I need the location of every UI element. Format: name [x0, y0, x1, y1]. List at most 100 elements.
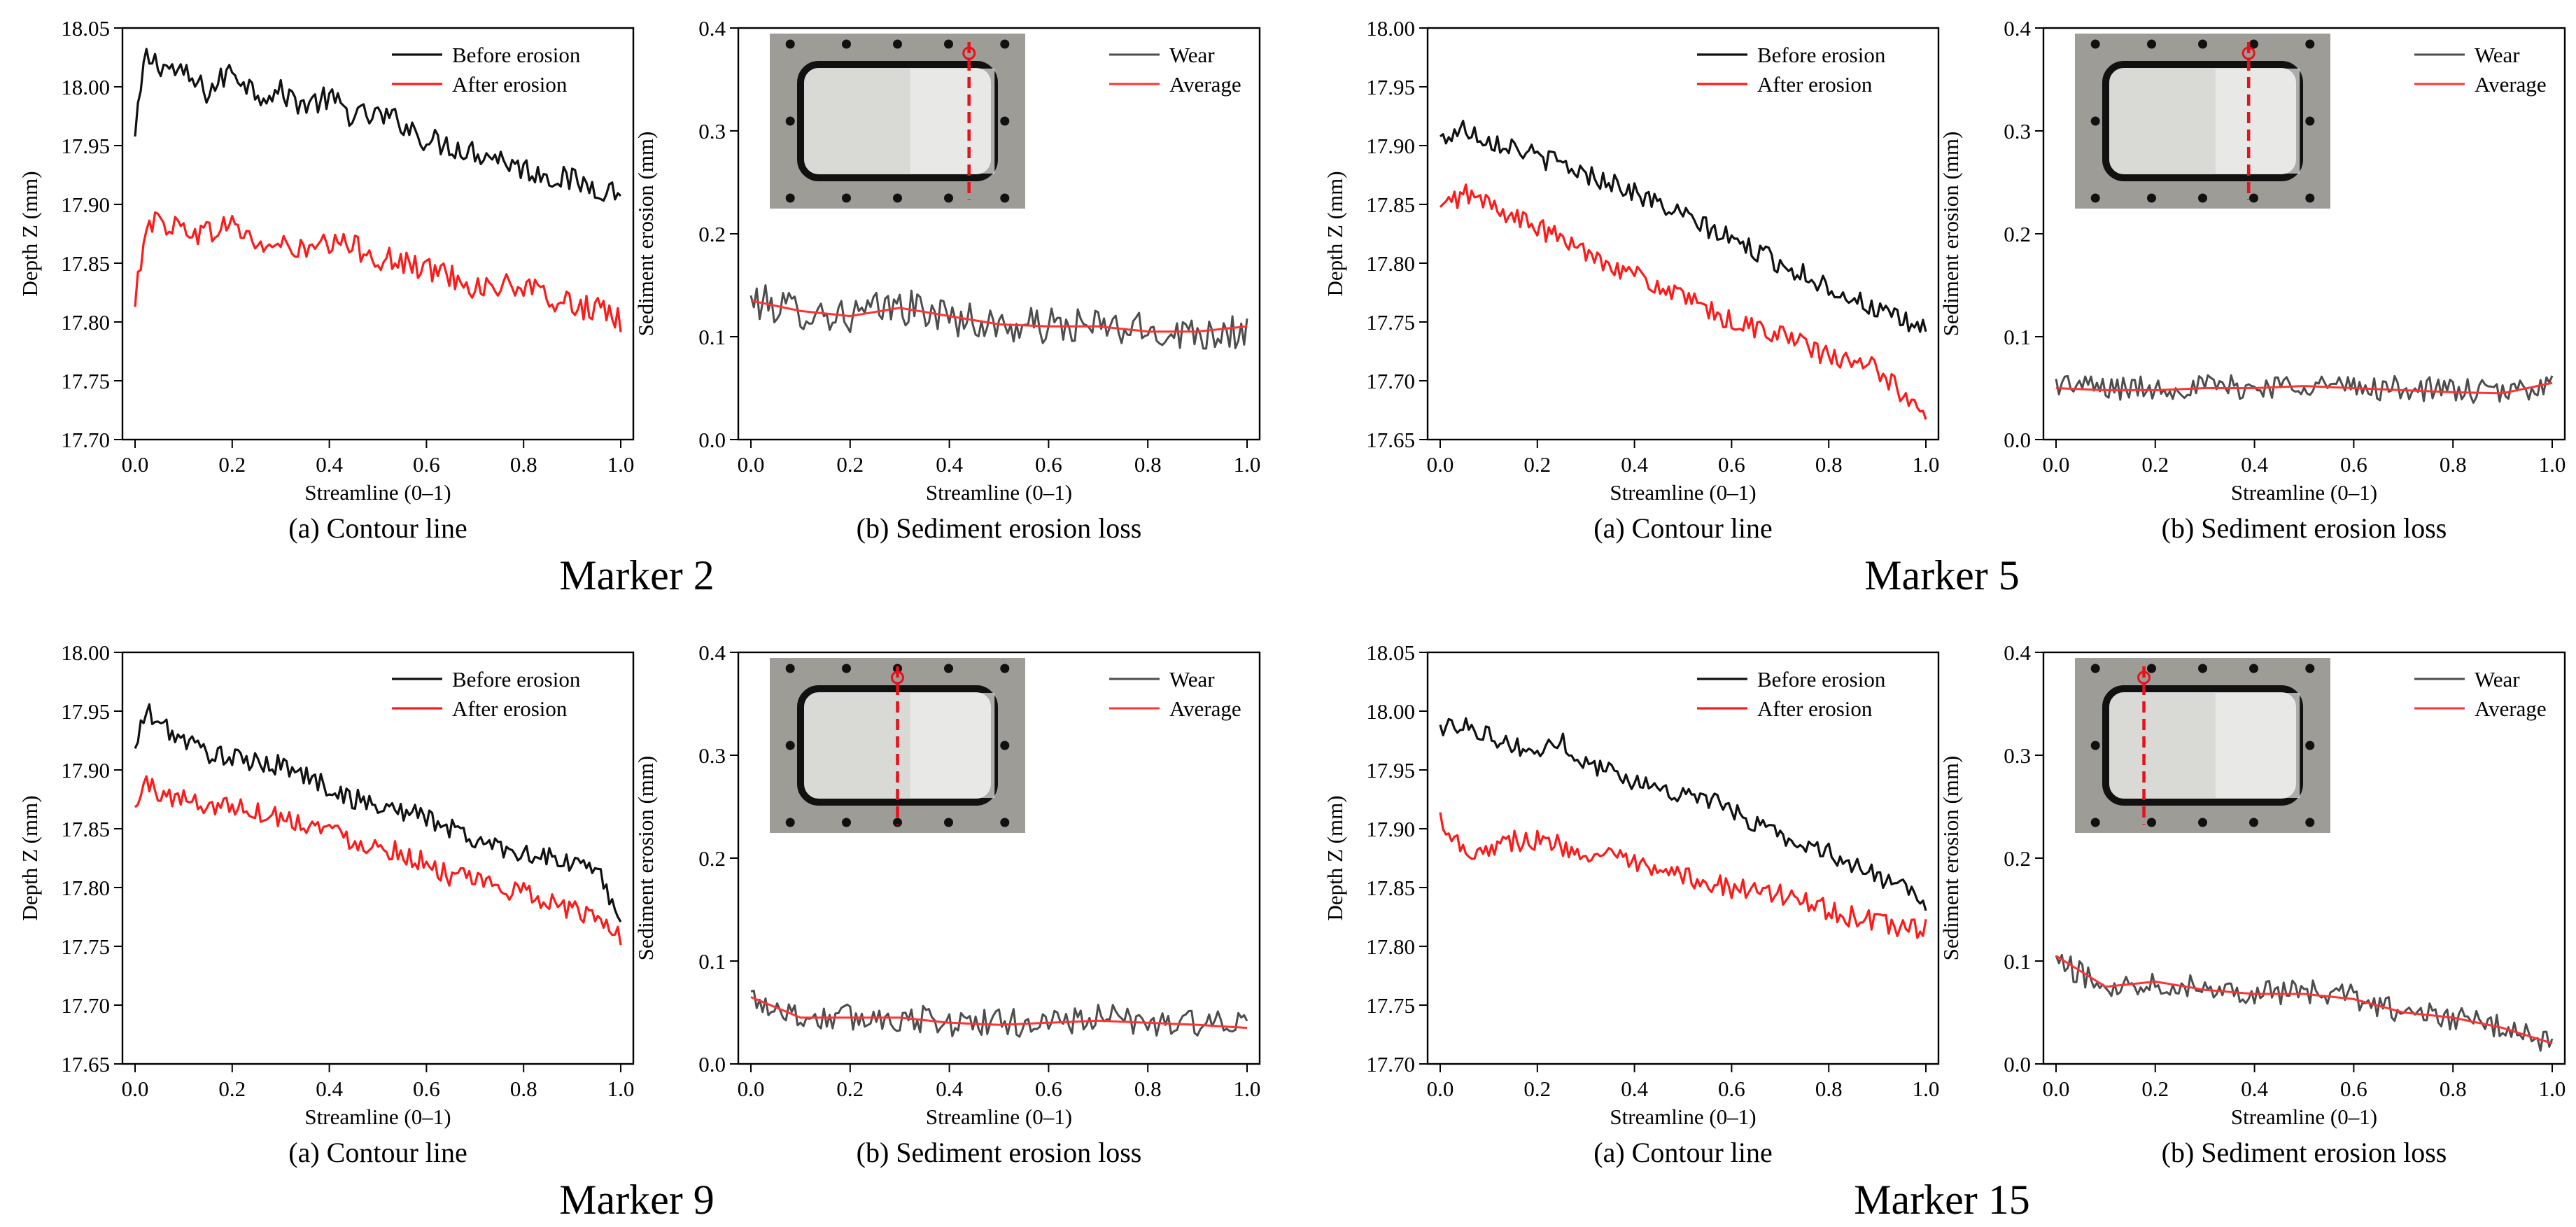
x-tick-label: 0.8 — [510, 452, 537, 477]
x-tick-label: 1.0 — [1913, 452, 1940, 477]
erosion-panel: 0.0 0.1 0.2 0.3 0.4 0.0 0.2 0.4 0.6 0.8 1.0 Streaml… — [633, 16, 1260, 544]
specimen-photo-inset — [2075, 658, 2330, 833]
y-tick-label: 17.65 — [61, 1052, 110, 1077]
x-tick-label: 0.8 — [1134, 1077, 1162, 1101]
erosion-panel: 0.0 0.1 0.2 0.3 0.4 0.0 0.2 0.4 0.6 0.8 1.0 Streaml… — [1938, 16, 2566, 544]
marker-group: 17.65 17.70 17.75 17.80 17.85 17.90 17.95 18.00… — [17, 640, 1260, 1168]
x-axis-label: Streamline (0–1) — [304, 480, 451, 505]
inset-bolt — [1000, 116, 1010, 126]
y-tick-label: 17.90 — [61, 758, 110, 783]
y-tick-label: 0.2 — [698, 222, 726, 246]
legend-label: After erosion — [452, 696, 568, 721]
legend-label: Before erosion — [1757, 667, 1886, 692]
inset-bolt — [2198, 193, 2207, 203]
inset-start-marker — [2241, 46, 2255, 60]
y-tick-label: 0.1 — [2004, 325, 2031, 349]
x-tick-label: 0.2 — [836, 452, 864, 477]
inset-bolt — [944, 193, 953, 203]
inset-bolt — [1000, 39, 1010, 49]
series-line-wear — [750, 989, 1248, 1038]
inset-bolt — [944, 664, 953, 673]
y-tick-label: 0.4 — [698, 640, 726, 665]
y-tick-label: 0.1 — [698, 325, 726, 349]
inset-bolt — [2305, 741, 2315, 750]
inset-bolt — [1000, 818, 1010, 827]
y-tick-label: 17.85 — [61, 817, 110, 841]
marker-group: 17.70 17.75 17.80 17.85 17.90 17.95 18.00 18.05… — [17, 16, 1260, 544]
inset-bolt — [944, 818, 953, 827]
y-axis-label: Depth Z (mm) — [17, 795, 42, 920]
inset-bolt — [2147, 818, 2156, 827]
y-tick-label: 17.85 — [1366, 192, 1415, 217]
legend-label: Before erosion — [452, 667, 581, 692]
x-tick-label: 0.0 — [1427, 1077, 1454, 1101]
x-tick-label: 0.2 — [1523, 452, 1551, 477]
specimen-photo-inset — [770, 34, 1025, 209]
x-tick-label: 0.6 — [1035, 452, 1062, 477]
y-tick-label: 17.80 — [1366, 934, 1415, 959]
inset-bolt — [2090, 818, 2100, 827]
y-tick-label: 0.3 — [698, 743, 726, 768]
y-tick-label: 17.95 — [61, 134, 110, 158]
inset-start-marker — [2137, 671, 2151, 685]
y-tick-label: 17.75 — [1366, 310, 1415, 335]
panel-caption: (b) Sediment erosion loss — [2162, 1137, 2447, 1168]
y-tick-label: 0.1 — [2004, 949, 2031, 974]
series-line-after-erosion — [1439, 183, 1927, 420]
x-axis-label: Streamline (0–1) — [926, 1105, 1072, 1129]
x-tick-label: 0.4 — [2241, 1077, 2268, 1101]
inset-bolt — [944, 39, 953, 49]
x-tick-label: 1.0 — [1234, 1077, 1261, 1101]
inset-bolt — [2090, 664, 2100, 673]
plot-frame — [1426, 27, 1940, 441]
inset-bolt — [2249, 818, 2258, 827]
x-axis-label: Streamline (0–1) — [926, 480, 1072, 505]
inset-bolt — [2249, 39, 2258, 49]
x-tick-label: 0.4 — [316, 1077, 343, 1101]
contour-panel: 17.70 17.75 17.80 17.85 17.90 17.95 18.00 18.05… — [17, 16, 634, 544]
y-tick-label: 0.3 — [698, 119, 726, 143]
series-line-wear — [2055, 953, 2554, 1052]
panel-caption: (b) Sediment erosion loss — [857, 1137, 1142, 1168]
x-tick-label: 0.6 — [2340, 1077, 2367, 1101]
x-tick-label: 0.0 — [2043, 452, 2070, 477]
erosion-panel: 0.0 0.1 0.2 0.3 0.4 0.0 0.2 0.4 0.6 0.8 1.0 Streaml… — [1938, 640, 2566, 1168]
x-tick-label: 0.6 — [2340, 452, 2367, 477]
x-tick-label: 0.2 — [218, 1077, 246, 1101]
specimen-photo-inset — [2075, 34, 2330, 209]
inset-bolt — [2147, 664, 2156, 673]
contour-panel: 17.65 17.70 17.75 17.80 17.85 17.90 17.95 18.00… — [17, 640, 634, 1168]
legend-label: After erosion — [1757, 72, 1873, 97]
inset-glare — [2215, 69, 2300, 174]
x-tick-label: 0.0 — [2043, 1077, 2070, 1101]
y-tick-label: 18.00 — [1366, 699, 1415, 724]
legend-label: Average — [2475, 72, 2547, 97]
y-tick-label: 17.95 — [1366, 758, 1415, 783]
inset-bolt — [785, 741, 795, 750]
x-tick-label: 0.6 — [413, 1077, 440, 1101]
inset-bolt — [842, 39, 851, 49]
y-tick-label: 17.80 — [61, 876, 110, 900]
plot-frame — [121, 27, 635, 441]
y-tick-label: 17.85 — [1366, 876, 1415, 900]
y-tick-label: 17.70 — [1366, 369, 1415, 393]
y-tick-label: 17.75 — [1366, 993, 1415, 1018]
y-tick-label: 0.1 — [698, 949, 726, 974]
y-axis-label: Sediment erosion (mm) — [1938, 756, 1963, 961]
inset-glare — [2215, 693, 2300, 798]
inset-bolt — [2305, 818, 2315, 827]
x-axis-label: Streamline (0–1) — [2231, 1105, 2377, 1129]
series-line-after-erosion — [1439, 812, 1927, 939]
inset-bolt — [785, 39, 795, 49]
y-tick-label: 0.2 — [2004, 222, 2031, 246]
x-tick-label: 1.0 — [1234, 452, 1261, 477]
x-tick-label: 0.8 — [2440, 452, 2467, 477]
y-tick-label: 18.00 — [61, 640, 110, 665]
x-tick-label: 0.6 — [1035, 1077, 1062, 1101]
legend-label: Before erosion — [452, 43, 581, 67]
x-tick-label: 1.0 — [2539, 1077, 2566, 1101]
inset-bolt — [2090, 741, 2100, 750]
y-tick-label: 17.65 — [1366, 428, 1415, 452]
series-line-before-erosion — [134, 703, 622, 923]
